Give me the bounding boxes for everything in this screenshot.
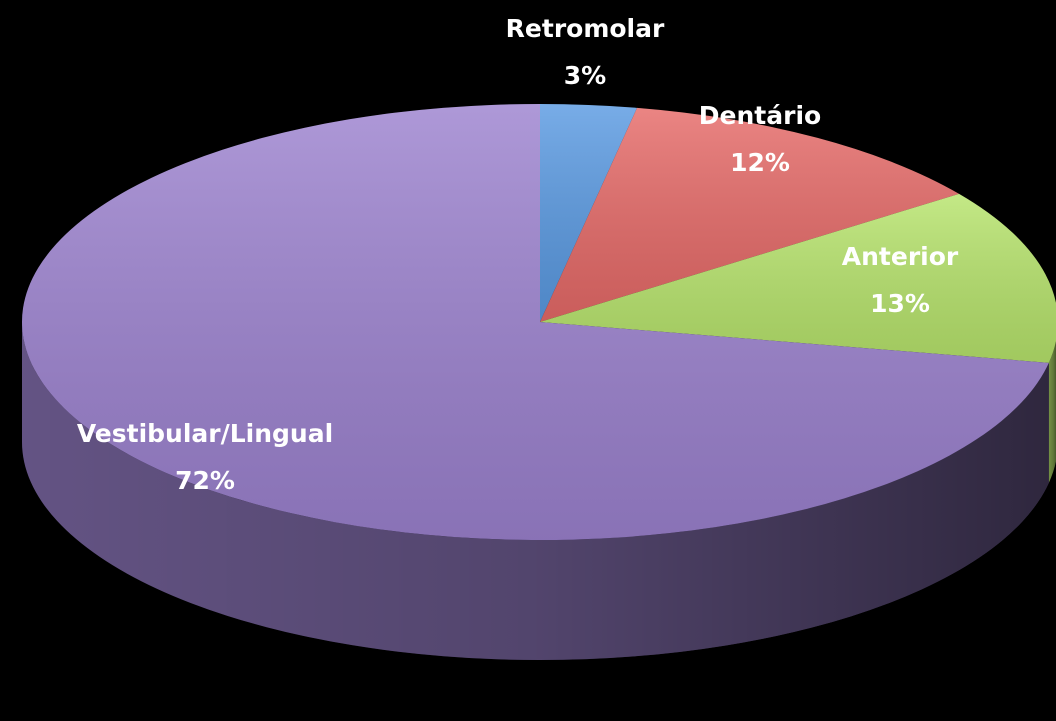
slice-value-label: 72% (175, 466, 235, 495)
slice-gloss (540, 193, 1056, 363)
slice-value-label: 3% (564, 61, 606, 90)
slice-label: Vestibular/Lingual (77, 419, 333, 448)
slice-label: Anterior (842, 242, 959, 271)
slice-value-label: 13% (870, 289, 930, 318)
slice-gloss (21, 104, 1049, 540)
slice-label: Retromolar (506, 14, 665, 43)
slice-value-label: 12% (730, 148, 790, 177)
slice-side-shade (22, 322, 1049, 660)
slice-gloss (540, 107, 960, 322)
slice-label: Dentário (699, 101, 821, 130)
slice-side-shade (1048, 340, 1056, 483)
slice-gloss (540, 104, 638, 322)
